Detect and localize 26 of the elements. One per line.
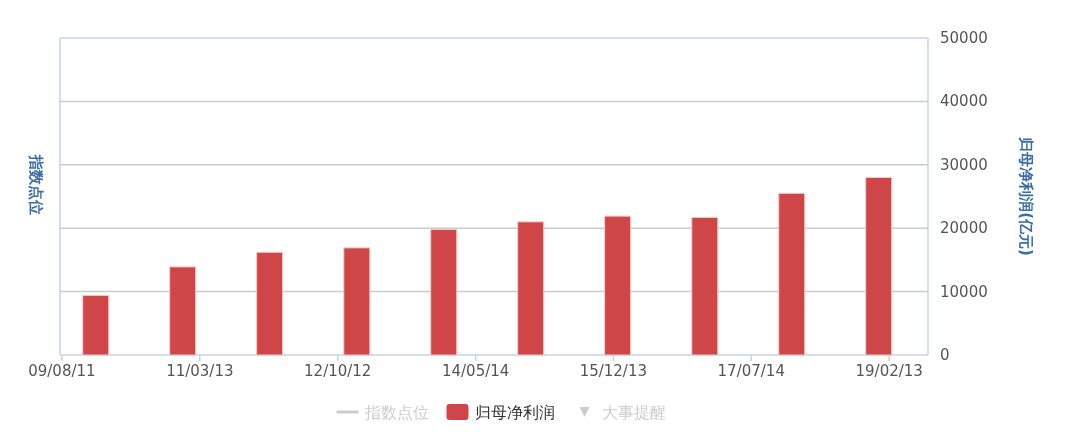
y-axis-title: 指数点位 bbox=[27, 153, 45, 215]
legend-label: 归母净利润 bbox=[474, 403, 555, 422]
bar bbox=[82, 294, 110, 356]
x-tick-label: 17/07/14 bbox=[717, 362, 785, 380]
y2-tick-label: 50000 bbox=[940, 29, 988, 47]
y2-axis-title: 归母净利润(亿元) bbox=[1017, 136, 1035, 256]
x-tick-label: 09/08/11 bbox=[28, 362, 96, 380]
bar bbox=[604, 215, 632, 356]
y2-tick-label: 20000 bbox=[940, 219, 988, 238]
bar bbox=[691, 216, 719, 356]
y2-tick-label: 40000 bbox=[940, 92, 988, 111]
bar bbox=[778, 192, 806, 356]
bar bbox=[169, 266, 197, 356]
y2-tick-label: 30000 bbox=[940, 155, 988, 174]
bar bbox=[517, 221, 545, 356]
x-tick-label: 19/02/13 bbox=[855, 362, 923, 380]
y2-tick-label: 0 bbox=[940, 346, 950, 364]
bar bbox=[256, 251, 284, 356]
y2-tick-label: 10000 bbox=[940, 282, 988, 301]
bar bbox=[343, 247, 371, 356]
x-tick-label: 14/05/14 bbox=[441, 362, 510, 380]
x-tick-label: 11/03/13 bbox=[166, 362, 234, 380]
x-tick-label: 12/10/12 bbox=[304, 362, 372, 380]
x-tick-label: 15/12/13 bbox=[579, 362, 648, 380]
bar bbox=[430, 228, 458, 356]
bar bbox=[865, 176, 893, 356]
